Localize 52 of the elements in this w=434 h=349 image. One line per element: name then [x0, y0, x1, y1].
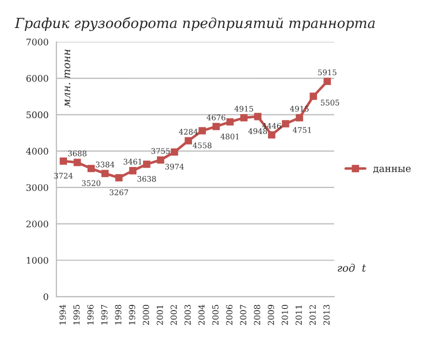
x-tick-label: 1995 [73, 304, 80, 324]
x-tick-label: 1999 [128, 304, 136, 324]
x-tick-label: 2007 [240, 304, 246, 325]
x-tick-label: 1996 [87, 304, 94, 324]
y-tick-label: 5000 [26, 111, 48, 118]
point [324, 78, 331, 86]
x-tick-label: 2008 [254, 304, 260, 325]
point [156, 156, 164, 164]
x-tick-label: 2002 [170, 305, 177, 325]
point [254, 112, 262, 120]
x-tick-label: 2001 [156, 305, 163, 325]
y-tick-label: 0 [44, 293, 48, 300]
point [212, 122, 220, 130]
x-axis-title: год t [338, 264, 366, 272]
x-tick-label: 2013 [323, 304, 330, 325]
x-tick-label: 2003 [184, 304, 191, 325]
point [198, 127, 206, 134]
point [74, 158, 81, 166]
x-tick-label: 1994 [59, 304, 66, 324]
point [240, 114, 248, 122]
point [226, 118, 234, 126]
y-tick-label: 1000 [26, 256, 48, 264]
x-tick-label: 2012 [309, 305, 316, 325]
y-tick-label: 3000 [26, 184, 48, 192]
y-tick-label: 4000 [26, 148, 48, 155]
point [101, 170, 109, 178]
x-tick-label: 2010 [282, 304, 288, 325]
x-tick-label: 2011 [296, 305, 302, 325]
legend-label: данные [373, 166, 411, 174]
y-tick-label: 2000 [26, 220, 48, 228]
point [60, 157, 68, 165]
point [170, 148, 178, 156]
y-axis-title: млн. тонн [64, 50, 70, 108]
x-tick-label: 2000 [142, 304, 150, 325]
x-tick-label: 1998 [115, 304, 122, 324]
y-tick-label: 6000 [26, 75, 48, 82]
point [310, 92, 317, 100]
point [296, 114, 304, 122]
x-tick-label: 2009 [268, 304, 274, 325]
x-tick-label: 1997 [101, 304, 108, 324]
point [129, 167, 136, 174]
point [143, 160, 150, 168]
point [282, 120, 290, 128]
point [87, 164, 95, 172]
x-tick-label: 2006 [226, 304, 232, 325]
chart-title: График грузооборота предприятий траннорта [14, 17, 375, 32]
point [268, 131, 276, 138]
x-tick-label: 2005 [212, 304, 219, 325]
point [184, 137, 192, 144]
x-tick-label: 2004 [198, 304, 205, 325]
y-tick-label: 7000 [26, 38, 48, 46]
point [115, 174, 123, 182]
